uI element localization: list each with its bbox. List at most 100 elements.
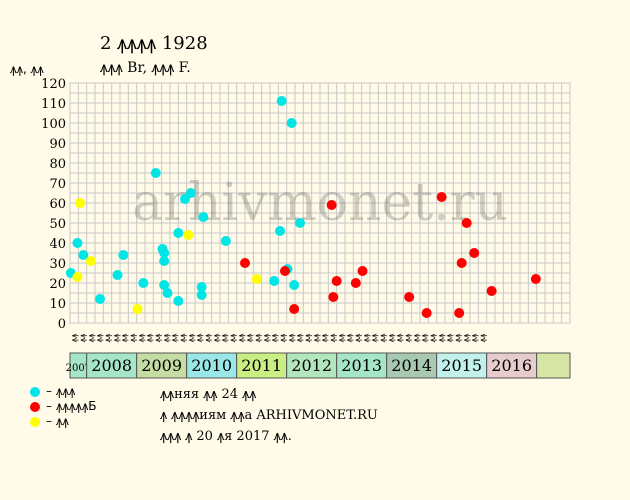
point-series-1 [95,294,105,304]
month-label: ꙟꙟ [253,333,262,342]
y-tick-label: 40 [49,237,66,252]
year-label: 2007 [66,363,91,374]
y-tick-label: 0 [58,317,66,332]
month-label: ꙟꙟ [320,333,329,342]
y-tick-label: 60 [49,197,66,212]
month-label: ꙟꙟ [286,333,295,342]
point-series-2 [240,258,250,268]
month-label: ꙟꙟ [328,333,337,342]
month-label: ꙟꙟ [245,333,254,342]
month-label: ꙟꙟ [436,333,445,342]
point-series-3 [251,274,262,284]
year-label: 2008 [91,356,132,375]
month-label: ꙟꙟ [236,333,245,342]
legend-item-blue: – ꙟꙟꙟ [30,384,97,399]
year-label: 2009 [141,356,182,375]
y-tick-label: 120 [41,77,66,92]
point-series-1 [159,256,170,266]
point-series-3 [85,256,96,266]
legend-label-red: – ꙟꙟꙟꙟꙟБ [46,399,97,413]
month-label: ꙟꙟ [128,333,137,342]
y-tick-label: 90 [49,137,66,152]
point-series-1 [196,290,207,300]
month-label: ꙟꙟ [70,333,79,342]
month-label: ꙟꙟ [336,333,345,342]
year-band [536,352,571,379]
legend-item-red: – ꙟꙟꙟꙟꙟБ [30,399,97,414]
point-series-1 [295,218,305,228]
point-series-1 [118,250,129,260]
legend-item-yellow: – ꙟꙟ [30,414,97,429]
point-series-1 [112,270,123,280]
year-label: 2010 [191,356,232,375]
point-series-3 [183,230,194,240]
year-band [236,352,288,379]
legend-label-yellow: – ꙟꙟ [46,414,69,428]
point-series-1 [159,280,170,290]
month-label: ꙟꙟ [103,333,112,342]
year-band [436,352,488,379]
point-series-1 [72,238,83,248]
legend-marker-red [30,401,40,412]
month-label: ꙟꙟ [95,333,104,342]
chart-title: 2 ꙟꙟꙟꙟ 1928 [100,33,208,54]
point-series-2 [486,286,497,296]
month-labels: ꙟꙟ ꙟꙟ ꙟꙟ ꙟꙟ ꙟꙟ ꙟꙟ ꙟꙟ ꙟꙟ ꙟꙟ ꙟꙟ ꙟꙟ ꙟꙟ ꙟꙟ ꙟꙟ ꙟꙟ ꙟꙟ ꙟꙟ ꙟꙟ ꙟꙟ ꙟꙟ… [70,333,487,342]
year-label: 2013 [341,356,382,375]
point-series-2 [469,248,480,258]
month-label: ꙟꙟ [361,333,370,342]
point-series-1 [173,228,184,238]
month-label: ꙟꙟ [186,333,195,342]
point-series-3 [132,304,143,314]
point-series-2 [350,278,361,288]
month-label: ꙟꙟ [78,333,87,342]
point-series-2 [357,266,368,276]
month-label: ꙟꙟ [86,333,95,342]
month-label: ꙟꙟ [178,333,187,342]
month-label: ꙟꙟ [145,333,154,342]
point-series-1 [275,226,285,236]
legend: – ꙟꙟꙟ – ꙟꙟꙟꙟꙟБ – ꙟꙟ [30,384,97,429]
year-band [486,352,538,379]
month-label: ꙟꙟ [136,333,145,342]
year-band [336,352,388,379]
point-series-1 [159,248,170,258]
year-label: 2014 [391,356,432,375]
point-series-2 [326,200,337,210]
chart-subtitle: ꙟꙟꙟ Br, ꙟꙟꙟ F. [100,60,191,76]
point-series-1 [173,296,184,306]
year-band [186,352,238,379]
point-series-2 [454,308,465,318]
point-series-2 [404,292,415,302]
month-label: ꙟꙟ [411,333,420,342]
month-label: ꙟꙟ [461,333,470,342]
year-label: 2015 [441,356,482,375]
y-tick-label: 50 [49,217,66,232]
month-label: ꙟꙟ [386,333,395,342]
month-label: ꙟꙟ [453,333,462,342]
month-label: ꙟꙟ [195,333,204,342]
point-series-1 [289,280,300,290]
month-label: ꙟꙟ [261,333,270,342]
y-tick-label: 70 [49,177,66,192]
point-series-1 [276,96,287,106]
watermark: arhivmonet.ru [132,173,508,233]
year-label: 2012 [291,356,332,375]
point-series-2 [456,258,467,268]
point-series-2 [328,292,339,302]
year-band [286,352,338,379]
point-series-2 [530,274,541,284]
point-series-1 [78,250,89,260]
year-band [386,352,438,379]
point-series-3 [72,272,83,282]
year-label: 2016 [491,356,532,375]
point-series-1 [150,168,161,178]
month-label: ꙟꙟ [161,333,170,342]
y-tick-label: 100 [41,117,66,132]
point-series-2 [331,276,342,286]
y-axis-label: ꙟꙟ, ꙟꙟ [10,62,44,76]
point-series-2 [280,266,290,276]
month-label: ꙟꙟ [303,333,312,342]
point-series-2 [461,218,472,228]
year-band [136,352,188,379]
